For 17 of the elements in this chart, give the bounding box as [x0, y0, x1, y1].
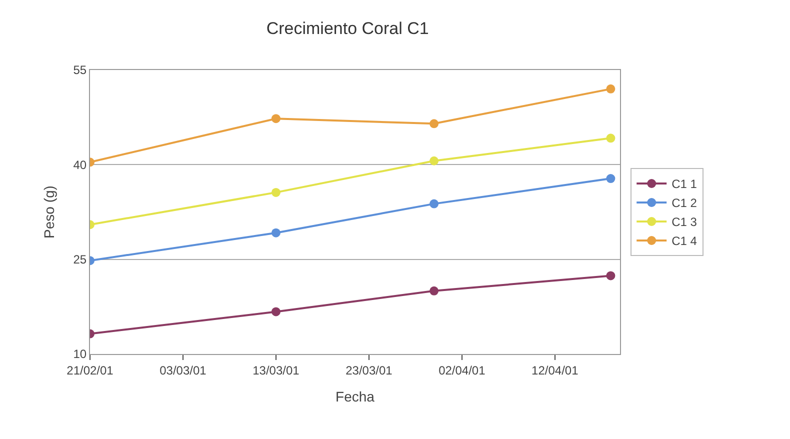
legend-label: C1 4	[672, 234, 698, 248]
x-tick-label: 02/04/01	[438, 363, 486, 378]
x-tick-label: 13/03/01	[252, 363, 300, 378]
y-tick-label: 25	[73, 252, 87, 267]
y-tick-label: 10	[73, 347, 87, 362]
x-tick-label: 23/03/01	[346, 363, 393, 378]
y-axis-title: Peso (g)	[40, 186, 57, 238]
x-tick-label: 03/03/01	[160, 363, 207, 378]
legend-label: C1 1	[672, 177, 698, 192]
x-tick-label: 21/02/01	[66, 363, 114, 378]
legend-label: C1 3	[672, 215, 698, 230]
chart-title: Crecimiento Coral C1	[266, 18, 429, 38]
x-tick-label: 12/04/01	[532, 363, 579, 378]
legend-label: C1 2	[672, 196, 698, 210]
y-tick-label: 55	[73, 63, 87, 78]
x-axis-title: Fecha	[336, 388, 375, 405]
y-tick-label: 40	[73, 158, 87, 172]
